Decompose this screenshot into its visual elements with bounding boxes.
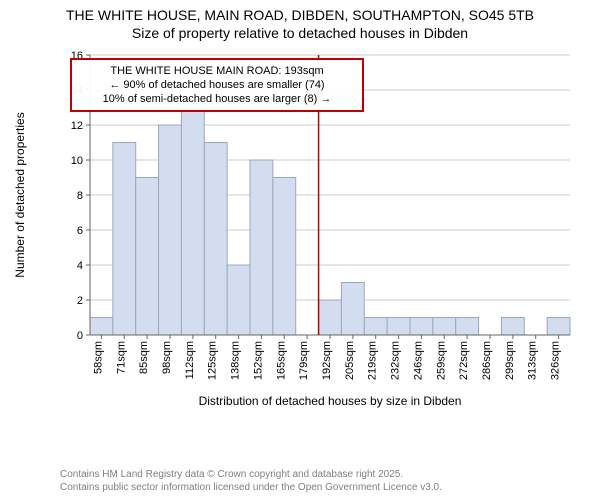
svg-text:326sqm: 326sqm — [550, 341, 562, 380]
svg-text:4: 4 — [77, 260, 83, 272]
svg-text:58sqm: 58sqm — [92, 341, 104, 374]
svg-text:286sqm: 286sqm — [481, 341, 493, 380]
footer-attribution: Contains HM Land Registry data © Crown c… — [60, 468, 442, 494]
annotation-line-3: 10% of semi-detached houses are larger (… — [82, 92, 352, 106]
svg-text:259sqm: 259sqm — [435, 341, 447, 380]
svg-text:299sqm: 299sqm — [504, 341, 516, 380]
svg-text:2: 2 — [77, 295, 83, 307]
title-line-1: THE WHITE HOUSE, MAIN ROAD, DIBDEN, SOUT… — [0, 6, 600, 24]
svg-text:138sqm: 138sqm — [230, 341, 242, 380]
footer-line-2: Contains public sector information licen… — [60, 481, 442, 494]
chart-titles: THE WHITE HOUSE, MAIN ROAD, DIBDEN, SOUT… — [0, 0, 600, 42]
svg-text:Number of detached properties: Number of detached properties — [13, 112, 27, 277]
annotation-line-1: THE WHITE HOUSE MAIN ROAD: 193sqm — [82, 64, 352, 78]
svg-text:Distribution of detached house: Distribution of detached houses by size … — [199, 394, 462, 408]
footer-line-1: Contains HM Land Registry data © Crown c… — [60, 468, 442, 481]
svg-text:8: 8 — [77, 190, 83, 202]
svg-text:313sqm: 313sqm — [527, 341, 539, 380]
svg-text:98sqm: 98sqm — [161, 341, 173, 374]
svg-text:125sqm: 125sqm — [207, 341, 219, 380]
svg-text:179sqm: 179sqm — [298, 341, 310, 380]
svg-text:272sqm: 272sqm — [458, 341, 470, 380]
title-line-2: Size of property relative to detached ho… — [0, 24, 600, 42]
svg-text:71sqm: 71sqm — [115, 341, 127, 374]
annotation-box: THE WHITE HOUSE MAIN ROAD: 193sqm ← 90% … — [70, 58, 364, 112]
svg-text:10: 10 — [71, 155, 83, 167]
svg-text:12: 12 — [71, 120, 83, 132]
svg-text:246sqm: 246sqm — [412, 341, 424, 380]
svg-text:85sqm: 85sqm — [138, 341, 150, 374]
svg-text:165sqm: 165sqm — [275, 341, 287, 380]
svg-text:6: 6 — [77, 225, 83, 237]
svg-text:219sqm: 219sqm — [367, 341, 379, 380]
svg-text:232sqm: 232sqm — [390, 341, 402, 380]
svg-text:205sqm: 205sqm — [344, 341, 356, 380]
annotation-line-2: ← 90% of detached houses are smaller (74… — [82, 78, 352, 92]
svg-text:152sqm: 152sqm — [252, 341, 264, 380]
svg-text:112sqm: 112sqm — [184, 341, 196, 379]
svg-text:0: 0 — [77, 330, 83, 342]
svg-text:192sqm: 192sqm — [321, 341, 333, 380]
